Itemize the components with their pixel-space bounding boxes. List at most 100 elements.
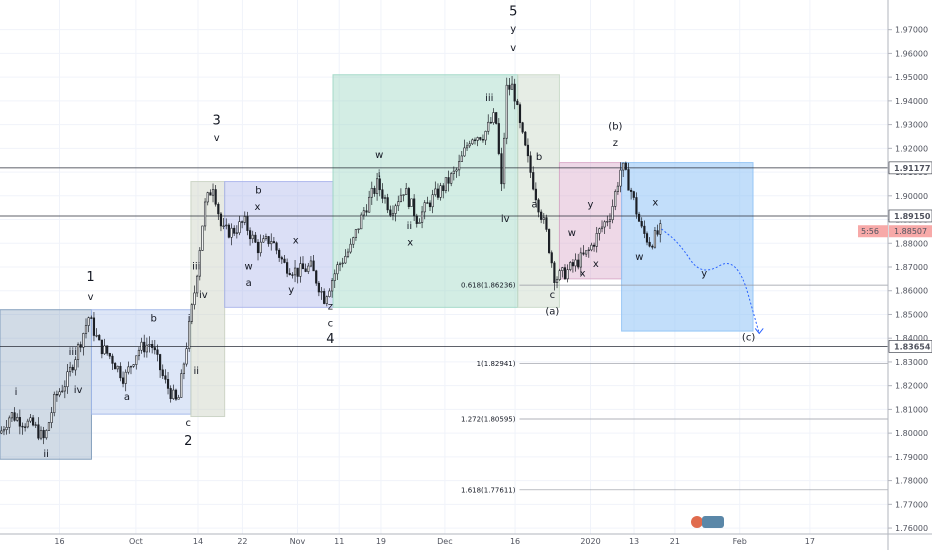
candle-body	[235, 232, 238, 234]
candle-body	[383, 197, 387, 199]
fib-label: 1.618(1.77611)	[461, 486, 516, 494]
wave-label: iii	[485, 93, 493, 104]
candle-body	[103, 345, 106, 355]
candle-body	[635, 197, 638, 215]
candle-body	[304, 268, 307, 272]
candle-body	[198, 250, 201, 277]
candle-body	[595, 233, 598, 247]
candle-body	[278, 249, 281, 258]
candle-body	[489, 121, 492, 124]
wave-label: iv	[199, 290, 208, 301]
candle-body	[24, 426, 27, 428]
wave-box	[190, 181, 226, 418]
wave-label: 3	[213, 114, 221, 129]
y-tick-label: 1.84000	[895, 334, 928, 343]
candle-body	[640, 221, 643, 227]
candle-body	[246, 216, 249, 231]
candle-body	[500, 153, 503, 185]
candle-body	[214, 189, 217, 205]
candle-body	[98, 335, 101, 341]
candle-body	[5, 427, 8, 431]
candle-body	[283, 258, 286, 263]
candle-body	[439, 185, 442, 198]
candle-body	[58, 391, 61, 396]
y-tick-label: 1.81000	[895, 405, 928, 414]
brand-badge	[702, 516, 724, 528]
wave-label: 4	[326, 332, 334, 347]
wave-label: b	[536, 152, 542, 163]
candle-body	[182, 363, 186, 374]
candle-body	[238, 221, 241, 234]
projection-path	[661, 228, 760, 334]
candle-body	[558, 270, 561, 280]
candle-body	[452, 170, 455, 174]
y-tick-label: 1.97000	[895, 26, 928, 35]
projection-arrowhead	[754, 328, 764, 335]
wave-label: 1	[86, 270, 94, 285]
y-tick-label: 1.82000	[895, 382, 928, 391]
y-tick-label: 1.96000	[895, 49, 928, 58]
candle-body	[50, 412, 53, 423]
candle-body	[161, 369, 164, 377]
wave-label: iv	[501, 214, 510, 225]
candle-body	[569, 262, 572, 270]
candle-body	[582, 252, 585, 255]
candle-body	[100, 339, 103, 355]
candle-body	[619, 169, 622, 187]
candle-body	[259, 241, 262, 254]
candle-body	[286, 262, 289, 274]
candle-body	[74, 359, 77, 371]
candle-body	[616, 185, 619, 192]
candle-body	[481, 139, 485, 141]
y-axis[interactable]: 1.97000 1.96000 1.95000 1.94000 1.93000 1.920…	[858, 0, 932, 550]
wave-box	[224, 181, 334, 308]
candle-body	[381, 189, 384, 199]
candle-body	[211, 189, 215, 196]
candle-body	[137, 349, 141, 357]
candle-body	[323, 291, 326, 304]
x-tick-label: 21	[670, 537, 680, 546]
candle-body	[331, 280, 334, 292]
candle-body	[656, 230, 659, 235]
candle-body	[111, 355, 114, 364]
candle-body	[206, 192, 209, 203]
candle-body	[2, 429, 6, 432]
candle-body	[66, 371, 69, 388]
x-axis[interactable]: 16 Oct 14 22 Nov 11 19 Dec 16 2020 13 21 Feb 17	[0, 516, 932, 546]
candle-body	[529, 155, 532, 173]
wave-label: v	[214, 133, 220, 144]
y-tick-label: 1.88000	[895, 239, 928, 248]
candle-body	[225, 224, 228, 227]
wave-label: a	[532, 200, 538, 211]
candle-body	[426, 202, 429, 204]
candle-body	[262, 238, 265, 243]
candle-body	[659, 223, 662, 235]
candle-body	[114, 363, 117, 370]
candle-body	[29, 417, 32, 422]
candle-body	[637, 213, 641, 222]
candle-body	[598, 228, 601, 234]
candle-body	[497, 123, 500, 154]
candle-body	[354, 229, 358, 238]
candle-body	[230, 227, 233, 238]
candle-body	[219, 213, 223, 227]
candle-body	[106, 345, 109, 354]
wave-label: b	[255, 185, 261, 196]
wave-label: w	[375, 150, 383, 161]
candle-body	[370, 187, 373, 198]
candle-body	[608, 219, 612, 222]
candle-body	[561, 267, 564, 271]
candle-body	[420, 211, 424, 223]
candle-body	[84, 325, 88, 334]
candle-body	[188, 320, 191, 349]
candle-body	[624, 162, 627, 170]
candle-body	[16, 417, 19, 421]
candle-body	[415, 215, 418, 224]
candle-body	[590, 244, 593, 251]
x-tick-label: 16	[54, 537, 64, 546]
x-tick-label: Dec	[437, 537, 452, 546]
wave-label: v	[510, 43, 516, 54]
wave-label: x	[293, 235, 299, 246]
